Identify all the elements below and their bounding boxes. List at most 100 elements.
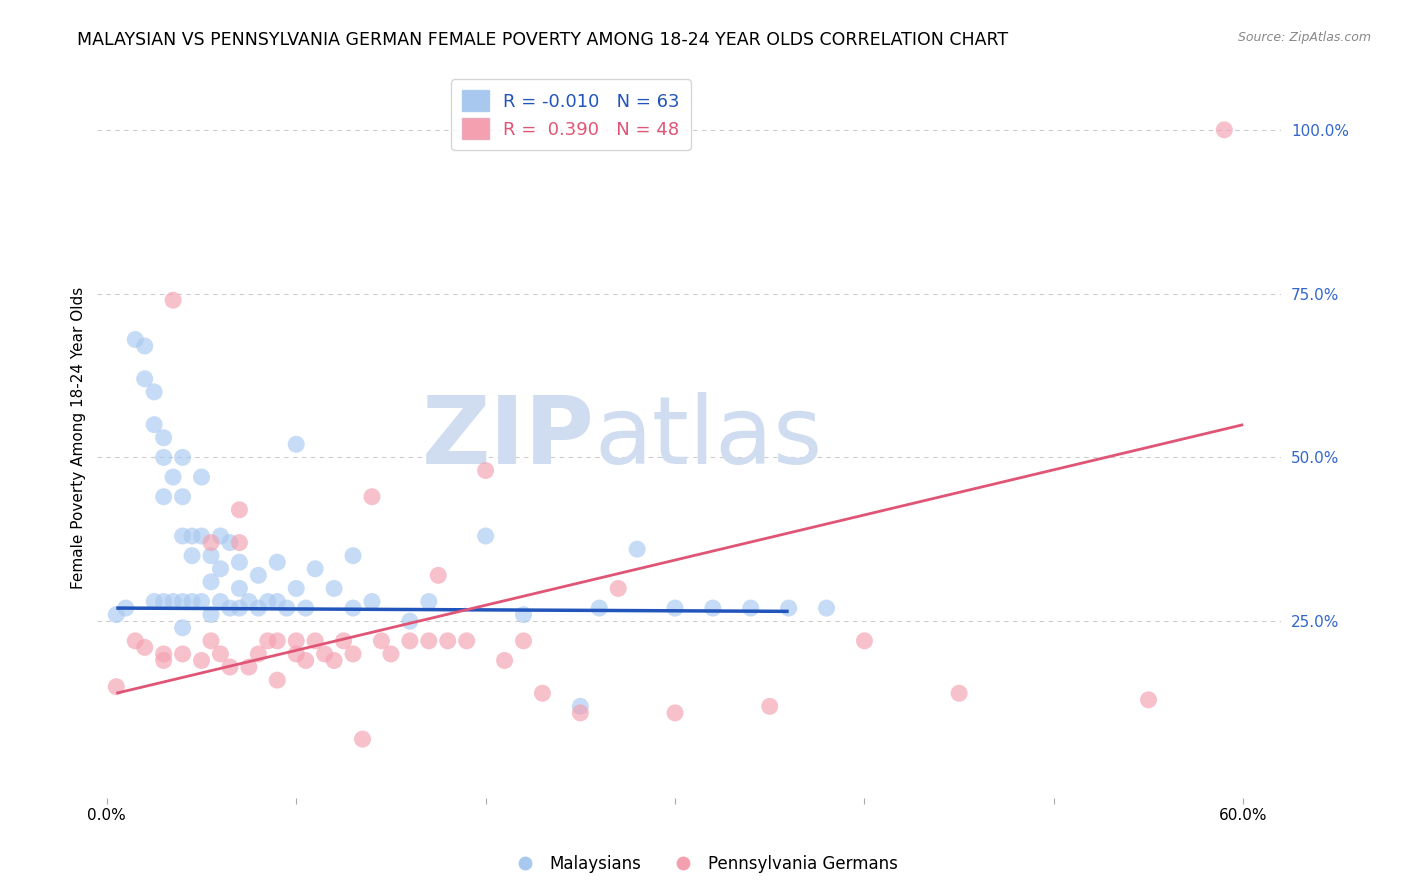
Point <box>228 601 250 615</box>
Point <box>758 699 780 714</box>
Point <box>418 594 440 608</box>
Point <box>380 647 402 661</box>
Point <box>588 601 610 615</box>
Point <box>162 470 184 484</box>
Point <box>134 372 156 386</box>
Legend: Malaysians, Pennsylvania Germans: Malaysians, Pennsylvania Germans <box>502 848 904 880</box>
Point <box>512 633 534 648</box>
Point <box>152 450 174 465</box>
Point <box>134 339 156 353</box>
Point <box>285 647 308 661</box>
Point <box>352 732 374 747</box>
Point <box>162 293 184 308</box>
Point <box>474 529 496 543</box>
Point <box>494 653 516 667</box>
Point <box>266 673 288 687</box>
Point <box>152 647 174 661</box>
Point <box>172 647 194 661</box>
Point <box>569 699 592 714</box>
Point <box>370 633 392 648</box>
Point <box>105 680 128 694</box>
Point <box>209 647 232 661</box>
Point <box>200 574 222 589</box>
Point <box>418 633 440 648</box>
Point <box>228 503 250 517</box>
Point <box>427 568 450 582</box>
Legend: R = -0.010   N = 63, R =  0.390   N = 48: R = -0.010 N = 63, R = 0.390 N = 48 <box>451 79 690 150</box>
Point <box>304 633 326 648</box>
Point <box>172 490 194 504</box>
Point <box>152 594 174 608</box>
Point <box>569 706 592 720</box>
Point <box>238 594 260 608</box>
Point <box>276 601 298 615</box>
Point <box>323 582 346 596</box>
Y-axis label: Female Poverty Among 18-24 Year Olds: Female Poverty Among 18-24 Year Olds <box>72 286 86 589</box>
Point <box>114 601 136 615</box>
Point <box>200 633 222 648</box>
Point <box>342 647 364 661</box>
Point <box>399 633 422 648</box>
Point <box>626 542 648 557</box>
Point <box>134 640 156 655</box>
Point <box>238 660 260 674</box>
Point <box>181 594 204 608</box>
Point <box>124 633 146 648</box>
Point <box>200 549 222 563</box>
Point <box>436 633 458 648</box>
Point <box>1137 693 1160 707</box>
Point <box>172 621 194 635</box>
Point <box>152 431 174 445</box>
Point <box>219 660 242 674</box>
Point <box>200 535 222 549</box>
Point <box>342 549 364 563</box>
Point <box>256 633 278 648</box>
Point <box>124 333 146 347</box>
Point <box>143 384 166 399</box>
Point <box>702 601 724 615</box>
Point <box>294 601 316 615</box>
Point <box>190 594 212 608</box>
Point <box>228 535 250 549</box>
Point <box>209 594 232 608</box>
Point <box>256 594 278 608</box>
Point <box>456 633 478 648</box>
Point <box>190 653 212 667</box>
Point <box>285 437 308 451</box>
Point <box>105 607 128 622</box>
Point <box>172 450 194 465</box>
Point <box>266 555 288 569</box>
Point <box>209 562 232 576</box>
Point <box>853 633 876 648</box>
Point <box>361 490 384 504</box>
Point <box>247 601 270 615</box>
Text: atlas: atlas <box>595 392 823 483</box>
Point <box>190 529 212 543</box>
Point <box>172 529 194 543</box>
Text: MALAYSIAN VS PENNSYLVANIA GERMAN FEMALE POVERTY AMONG 18-24 YEAR OLDS CORRELATIO: MALAYSIAN VS PENNSYLVANIA GERMAN FEMALE … <box>77 31 1008 49</box>
Point <box>294 653 316 667</box>
Point <box>664 706 686 720</box>
Point <box>181 529 204 543</box>
Point <box>740 601 762 615</box>
Point <box>162 594 184 608</box>
Point <box>285 582 308 596</box>
Point <box>247 647 270 661</box>
Point <box>361 594 384 608</box>
Point <box>399 614 422 628</box>
Point <box>266 594 288 608</box>
Point <box>332 633 354 648</box>
Point <box>948 686 970 700</box>
Point <box>531 686 554 700</box>
Point <box>474 463 496 477</box>
Point <box>190 470 212 484</box>
Point <box>172 594 194 608</box>
Text: Source: ZipAtlas.com: Source: ZipAtlas.com <box>1237 31 1371 45</box>
Point <box>143 417 166 432</box>
Point <box>200 607 222 622</box>
Point <box>512 607 534 622</box>
Point <box>228 582 250 596</box>
Point <box>815 601 838 615</box>
Point <box>181 549 204 563</box>
Point <box>219 535 242 549</box>
